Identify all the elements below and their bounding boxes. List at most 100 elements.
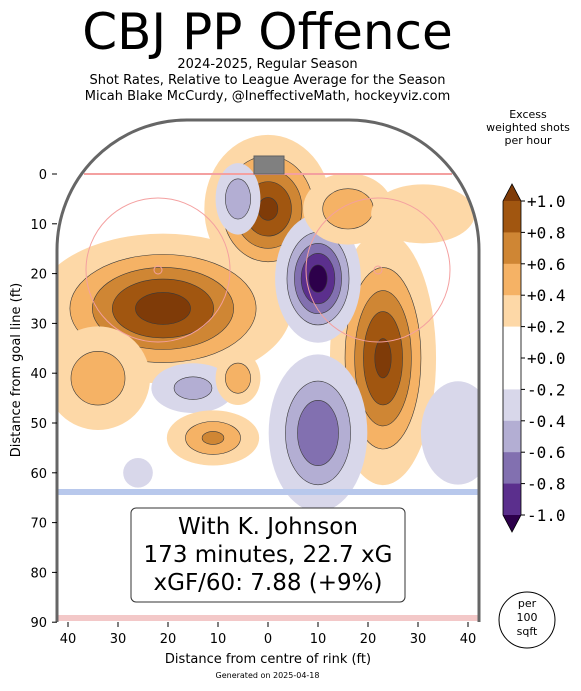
colorbar-segment <box>503 420 521 453</box>
faceoff-circle-right <box>305 197 451 343</box>
y-tick-label: 80 <box>30 566 47 581</box>
x-tick-label: 20 <box>160 632 177 647</box>
colorbar-segment <box>503 263 521 296</box>
chart-subtitle-author: Micah Blake McCurdy, @IneffectiveMath, h… <box>84 89 451 104</box>
heatmap-contour-level <box>225 178 251 220</box>
x-tick-label: 20 <box>360 632 377 647</box>
heatmap-hotspot <box>215 163 261 235</box>
y-tick-label: 70 <box>30 517 47 532</box>
annotation-player: With K. Johnson <box>178 514 358 540</box>
faceoff-dot-right <box>373 265 383 275</box>
y-axis-label: Distance from goal line (ft) <box>9 283 24 457</box>
x-axis-label: Distance from centre of rink (ft) <box>165 652 371 667</box>
heatmap-hotspot <box>123 458 153 488</box>
colorbar-title: Excess weighted shots per hour <box>478 108 578 147</box>
rink-markings <box>57 155 479 621</box>
colorbar-arrow-top <box>503 184 521 201</box>
y-tick-label: 60 <box>30 467 47 482</box>
heatmap-contour-level <box>201 431 225 445</box>
colorbar-segment <box>503 295 521 328</box>
colorbar-tick-label: +0.4 <box>527 286 566 305</box>
colorbar-tick-label: -0.4 <box>527 412 566 431</box>
per-unit-circle <box>498 591 556 649</box>
colorbar-tick-label: +0.6 <box>527 255 566 274</box>
heatmap-contour-level <box>135 292 191 325</box>
heatmap-hotspot <box>215 351 261 405</box>
per-unit-line-3: sqft <box>517 625 538 638</box>
annotation-box-frame <box>130 507 406 603</box>
heatmap-contour-level <box>308 264 328 293</box>
colorbar-segment <box>503 201 521 233</box>
colorbar-segment <box>503 483 521 516</box>
chart-subtitle-season: 2024-2025, Regular Season <box>177 57 358 72</box>
colorbar-tick-label: +0.8 <box>527 223 566 242</box>
goal-net <box>253 155 285 175</box>
x-axis-ticks: 40 30 20 10 0 10 20 30 40 <box>60 622 477 647</box>
centre-line <box>57 615 479 621</box>
faceoff-dot-left <box>153 265 163 275</box>
x-tick-label: 40 <box>60 632 77 647</box>
colorbar-tick-label: +0.0 <box>527 349 566 368</box>
heatmap-contour-level <box>322 188 374 230</box>
colorbar-segment <box>503 232 521 265</box>
y-axis-ticks: 0 10 20 30 40 50 60 70 80 90 <box>30 168 57 631</box>
per-unit-line-2: 100 <box>517 611 538 624</box>
colorbar-segment <box>503 452 521 485</box>
x-tick-label: 0 <box>264 632 272 647</box>
colorbar-title-line-2: weighted shots <box>486 121 570 134</box>
x-tick-label: 30 <box>410 632 427 647</box>
per-unit-badge: per 100 sqft <box>498 591 556 649</box>
colorbar-tick-label: -1.0 <box>527 506 566 525</box>
colorbar-segment <box>503 326 521 359</box>
y-tick-label: 20 <box>30 268 47 283</box>
heatmap-hotspot <box>303 173 393 245</box>
heatmap-hotspot <box>420 381 479 485</box>
heatmap-contour-level <box>420 381 479 485</box>
x-tick-label: 30 <box>110 632 127 647</box>
rink-boards <box>55 118 481 622</box>
colorbar-arrow-bottom <box>503 515 521 532</box>
annotation-xgf60: xGF/60: 7.88 (+9%) <box>154 570 383 596</box>
generated-date: Generated on 2025-04-18 <box>215 671 320 680</box>
y-tick-label: 40 <box>30 367 47 382</box>
heatmap-contour-level <box>123 458 153 488</box>
colorbar-segment <box>503 358 521 390</box>
x-tick-label: 10 <box>310 632 327 647</box>
x-tick-label: 40 <box>460 632 477 647</box>
heatmap-contour-level <box>173 376 213 400</box>
colorbar-title-line-1: Excess <box>509 108 547 121</box>
faceoff-circle-left <box>85 197 231 343</box>
y-tick-label: 10 <box>30 218 47 233</box>
y-tick-label: 30 <box>30 317 47 332</box>
heatmap-hotspot <box>275 214 361 343</box>
colorbar-tick-label: -0.6 <box>527 443 566 462</box>
chart-subtitle-description: Shot Rates, Relative to League Average f… <box>89 73 446 88</box>
x-tick-label: 10 <box>210 632 227 647</box>
heatmap-hotspot <box>57 326 151 431</box>
heatmap-contour-level <box>70 350 126 406</box>
colorbar-segment <box>503 389 521 422</box>
blue-line <box>57 489 479 495</box>
heatmap-hotspot <box>268 354 368 512</box>
heatmap-contour-level <box>297 399 339 466</box>
heatmap-contour-level <box>374 338 392 379</box>
per-unit-line-1: per <box>518 597 537 610</box>
heatmap-hotspot <box>151 363 235 414</box>
colorbar: +1.0 +0.8 +0.6 +0.4 +0.2 +0.0 -0.2 -0.4 -0.6 -0.8… <box>502 183 566 533</box>
chart-title: CBJ PP Offence <box>82 3 453 61</box>
heatmap-contour-level <box>257 197 279 221</box>
colorbar-tick-label: -0.2 <box>527 380 566 399</box>
heatmap-layer <box>57 134 479 512</box>
heatmap-hotspot <box>166 410 260 466</box>
y-tick-label: 0 <box>39 168 47 183</box>
colorbar-title-line-3: per hour <box>504 134 552 147</box>
heatmap-hotspot <box>57 233 292 384</box>
annotation-minutes-xg: 173 minutes, 22.7 xG <box>144 542 393 568</box>
y-tick-label: 50 <box>30 417 47 432</box>
colorbar-tick-label: +1.0 <box>527 192 566 211</box>
y-tick-label: 90 <box>30 616 47 631</box>
annotation-box: With K. Johnson 173 minutes, 22.7 xG xGF… <box>130 507 406 603</box>
colorbar-tick-label: -0.8 <box>527 475 566 494</box>
colorbar-tick-label: +0.2 <box>527 318 566 337</box>
